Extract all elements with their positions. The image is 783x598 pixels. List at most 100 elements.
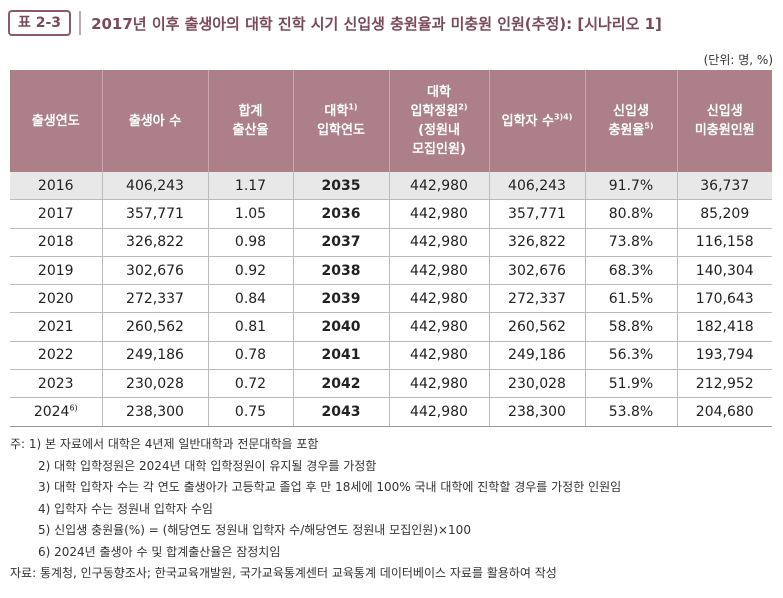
cell-entry-year: 2040 — [292, 312, 389, 342]
cell-births: 406,243 — [101, 172, 208, 200]
cell-births-value: 272,337 — [126, 290, 184, 307]
cell-fill-rate-value: 56.3% — [608, 347, 654, 364]
footnote-mark: 3)4) — [553, 112, 573, 122]
header-text: 신입생 — [613, 104, 649, 119]
cell-admitted: 260,562 — [488, 312, 585, 342]
cell-admitted: 302,676 — [488, 255, 585, 285]
cell-births: 326,822 — [101, 227, 208, 257]
cell-fill-rate: 56.3% — [584, 340, 677, 370]
cell-admitted-value: 406,243 — [508, 177, 566, 194]
cell-quota-value: 442,980 — [410, 319, 468, 336]
header-text: 신입생 — [706, 104, 743, 119]
cell-fill-rate: 58.8% — [584, 312, 677, 342]
cell-entry-year: 2035 — [292, 172, 389, 200]
cell-quota-value: 442,980 — [410, 290, 468, 307]
cell-tfr: 1.05 — [207, 199, 293, 229]
cell-births: 272,337 — [101, 284, 208, 313]
header-text: 대학 — [427, 85, 451, 100]
cell-admitted: 326,822 — [488, 227, 585, 257]
cell-tfr-value: 0.75 — [234, 404, 267, 421]
footnote-1: 주: 1) 본 자료에서 대학은 4년제 일반대학과 전문대학을 포함 — [10, 437, 319, 451]
cell-unfilled: 140,304 — [676, 255, 772, 285]
cell-fill-rate: 91.7% — [584, 172, 677, 200]
cell-quota: 442,980 — [388, 284, 489, 313]
cell-fill-rate-value: 91.7% — [608, 177, 654, 194]
cell-fill-rate: 51.9% — [584, 369, 677, 398]
table-title: 2017년 이후 출생아의 대학 진학 시기 신입생 충원율과 미충원 인원(추… — [91, 14, 662, 33]
cell-birth-year: 2017 — [10, 199, 102, 229]
header-text: 출생아 수 — [128, 113, 182, 129]
cell-tfr-value: 0.72 — [234, 375, 267, 392]
cell-quota-value: 442,980 — [410, 262, 468, 279]
cell-tfr: 1.17 — [207, 172, 293, 200]
cell-tfr: 0.98 — [207, 227, 293, 257]
header-text: 합계 — [238, 104, 263, 119]
header-text: 미충원인원 — [694, 123, 755, 138]
cell-quota-value: 442,980 — [410, 205, 468, 222]
header-birth-year: 출생연도 — [10, 70, 102, 172]
cell-birth-year: 2018 — [10, 227, 102, 257]
footnote-mark: 5) — [644, 121, 654, 131]
cell-unfilled: 170,643 — [676, 284, 772, 313]
cell-admitted-value: 357,771 — [508, 205, 566, 222]
cell-tfr: 0.72 — [207, 369, 293, 398]
cell-quota: 442,980 — [388, 255, 489, 285]
table-row: 2016 406,243 1.17 2035 442,980 406,243 91.7% 36… — [10, 172, 772, 200]
cell-births: 230,028 — [101, 369, 208, 398]
header-fill-rate: 신입생 충원율5) — [584, 70, 677, 172]
header-text: 모집인원) — [412, 142, 466, 157]
cell-fill-rate-value: 53.8% — [608, 404, 654, 421]
cell-birth-year-value: 2017 — [37, 205, 74, 222]
table-row: 2021 260,562 0.81 2040 442,980 260,562 58.8% 18… — [10, 312, 772, 342]
cell-admitted-value: 238,300 — [508, 404, 566, 421]
cell-quota: 442,980 — [388, 227, 489, 257]
cell-tfr-value: 0.98 — [234, 234, 267, 251]
cell-entry-year: 2037 — [292, 227, 389, 257]
footnote-mark: 1) — [348, 102, 358, 112]
cell-fill-rate: 80.8% — [584, 199, 677, 229]
cell-births: 260,562 — [101, 312, 208, 342]
cell-births-value: 406,243 — [126, 177, 184, 194]
cell-entry-year-value: 2038 — [321, 262, 361, 279]
table-row: 20246) 238,300 0.75 2043 442,980 238,300 53.8%… — [10, 397, 772, 427]
cell-tfr-value: 0.92 — [234, 262, 267, 279]
cell-births: 249,186 — [101, 340, 208, 370]
header-text: (정원내 — [418, 123, 460, 138]
cell-births: 357,771 — [101, 199, 208, 229]
cell-quota-value: 442,980 — [410, 177, 468, 194]
cell-birth-year: 2022 — [10, 340, 102, 370]
cell-tfr-value: 0.78 — [234, 347, 267, 364]
cell-quota-value: 442,980 — [410, 375, 468, 392]
cell-entry-year: 2039 — [292, 284, 389, 313]
cell-birth-year-value: 2020 — [37, 290, 74, 307]
cell-births-value: 230,028 — [126, 375, 184, 392]
cell-unfilled: 212,952 — [676, 369, 772, 398]
unit-label: (단위: 명, %) — [703, 53, 773, 67]
cell-unfilled: 204,680 — [676, 397, 772, 427]
cell-unfilled-value: 85,209 — [700, 205, 750, 222]
cell-birth-year-value: 2019 — [37, 262, 74, 279]
cell-unfilled: 116,158 — [676, 227, 772, 257]
cell-quota-value: 442,980 — [410, 404, 468, 421]
cell-unfilled: 36,737 — [676, 172, 772, 200]
cell-admitted-value: 302,676 — [508, 262, 566, 279]
footnote-3: 3) 대학 입학자 수는 각 연도 출생아가 고등학교 졸업 후 만 18세에 … — [38, 480, 622, 494]
header-text: 출산율 — [232, 123, 269, 138]
cell-entry-year-value: 2039 — [321, 290, 361, 307]
footnote-mark: 2) — [458, 102, 468, 112]
header-entry-year: 대학1) 입학연도 — [292, 70, 389, 172]
cell-entry-year-value: 2037 — [321, 234, 361, 251]
cell-tfr: 0.81 — [207, 312, 293, 342]
cell-tfr-value: 1.17 — [234, 177, 267, 194]
cell-entry-year-value: 2035 — [321, 177, 361, 194]
cell-entry-year-value: 2043 — [321, 404, 361, 421]
cell-birth-year-value: 2023 — [37, 375, 74, 392]
cell-fill-rate: 68.3% — [584, 255, 677, 285]
cell-admitted-value: 326,822 — [508, 234, 566, 251]
header-text: 입학정원 — [410, 104, 459, 119]
cell-births-value: 249,186 — [126, 347, 184, 364]
cell-birth-year-value: 2021 — [37, 319, 74, 336]
